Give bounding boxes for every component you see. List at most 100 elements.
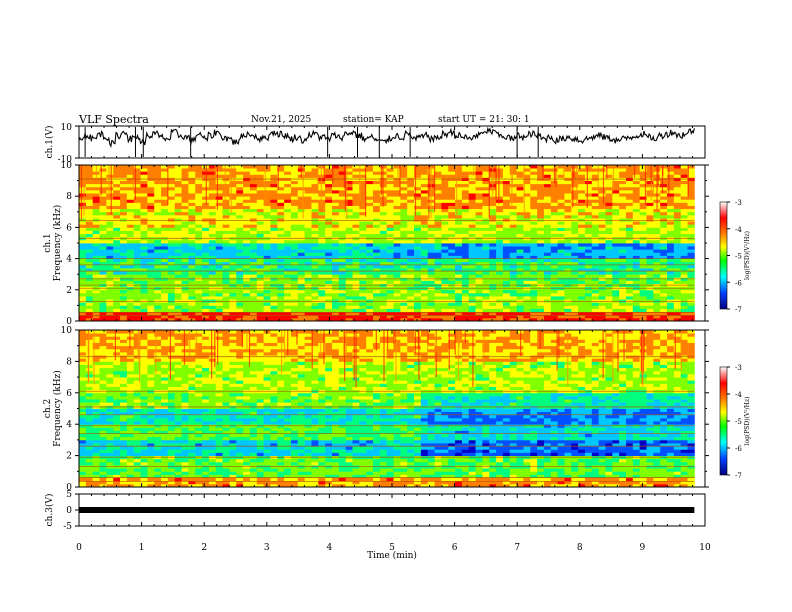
s1-cell [598,271,606,275]
s1-cell [393,296,401,300]
s1-cell [482,183,490,188]
s1-cell [188,193,196,197]
s1-cell [557,208,565,213]
s1-cell [400,274,408,278]
s2-cell [133,474,141,478]
s2-cell [407,483,415,488]
s1-cell [625,274,634,278]
s1-cell [653,218,661,222]
s1-cell [441,199,449,203]
s1-cell [379,243,388,247]
s1-cell [557,199,565,203]
s1-cell [653,299,661,303]
s1-cell [181,311,189,316]
s2-cell [448,483,456,488]
s1-cell [297,183,306,188]
s1-cell [352,296,360,300]
s1-cell [461,271,470,275]
s1-cell [263,302,271,306]
s1-cell [99,299,107,303]
chart-title: VLF Spectra [79,113,149,126]
s1-cell [188,296,196,300]
s1-cell [229,267,237,272]
s1-cell [126,174,135,178]
s1-cell [325,180,333,185]
s1-cell [523,174,531,178]
s1-cell [673,280,682,284]
s1-cell [133,271,141,275]
s1-cell [441,211,449,216]
s1-cell [482,165,490,169]
s2-cell [414,483,422,488]
s1-cell [236,289,244,294]
s1-cell [502,193,511,197]
s1-cell [660,255,668,259]
s1-cell [461,168,470,172]
s1-cell [106,199,114,203]
s1-cell [249,271,258,275]
s1-cell [202,221,210,225]
s1-cell [85,227,94,231]
s1-cell [304,243,312,247]
s1-cell [222,218,230,222]
s1-cell [455,221,463,225]
s1-cell [612,252,620,256]
s1-cell [687,305,695,309]
s1-cell [482,243,490,247]
s1-cell [140,317,148,322]
s1-cell [318,308,326,313]
s1-cell [523,246,531,250]
s1-cell [434,317,442,322]
s1-cell [161,208,169,213]
s1-cell [120,299,128,303]
s1-cell [571,243,579,247]
s1-cell [564,214,572,219]
s1-cell [516,189,524,194]
s1-cell [420,233,429,238]
s1-cell [414,311,422,316]
s1-cell [673,186,682,191]
s1-cell [79,289,87,294]
s1-cell [420,264,429,269]
s1-cell [468,280,476,284]
s1-cell [208,214,217,219]
s1-cell [516,227,524,231]
s1-cell [502,227,511,231]
s1-cell [167,174,176,178]
s1-cell [290,233,299,238]
s1-cell [304,186,312,191]
s1-cell [660,302,668,306]
s2-cell [612,474,620,478]
s1-cell [461,165,470,169]
s1-cell [550,211,559,216]
s1-cell [564,189,572,194]
s1-cell [188,211,196,216]
s2-cell [461,480,470,485]
s1-cell [215,267,223,272]
s1-cell [625,243,634,247]
s1-cell [85,211,94,216]
s1-cell [284,174,292,178]
s1-cell [331,189,340,194]
s1-cell [530,261,538,266]
s1-cell [181,221,189,225]
s1-cell [366,255,374,259]
s1-cell [434,227,442,231]
s1-cell [277,239,285,244]
s1-cell [311,246,319,250]
s1-cell [619,239,627,244]
s1-cell [373,230,381,235]
s1-cell [653,292,661,297]
s1-cell [331,199,340,203]
s1-cell [174,193,182,197]
s2-cell [373,480,381,485]
s1-cell [85,199,94,203]
s1-cell [359,171,367,175]
s2-cell [591,480,600,485]
s1-cell [619,218,627,222]
s1-cell [297,196,306,200]
s1-cell [502,199,511,203]
s1-cell [140,214,148,219]
s2-cell [605,480,613,485]
s1-cell [126,302,135,306]
